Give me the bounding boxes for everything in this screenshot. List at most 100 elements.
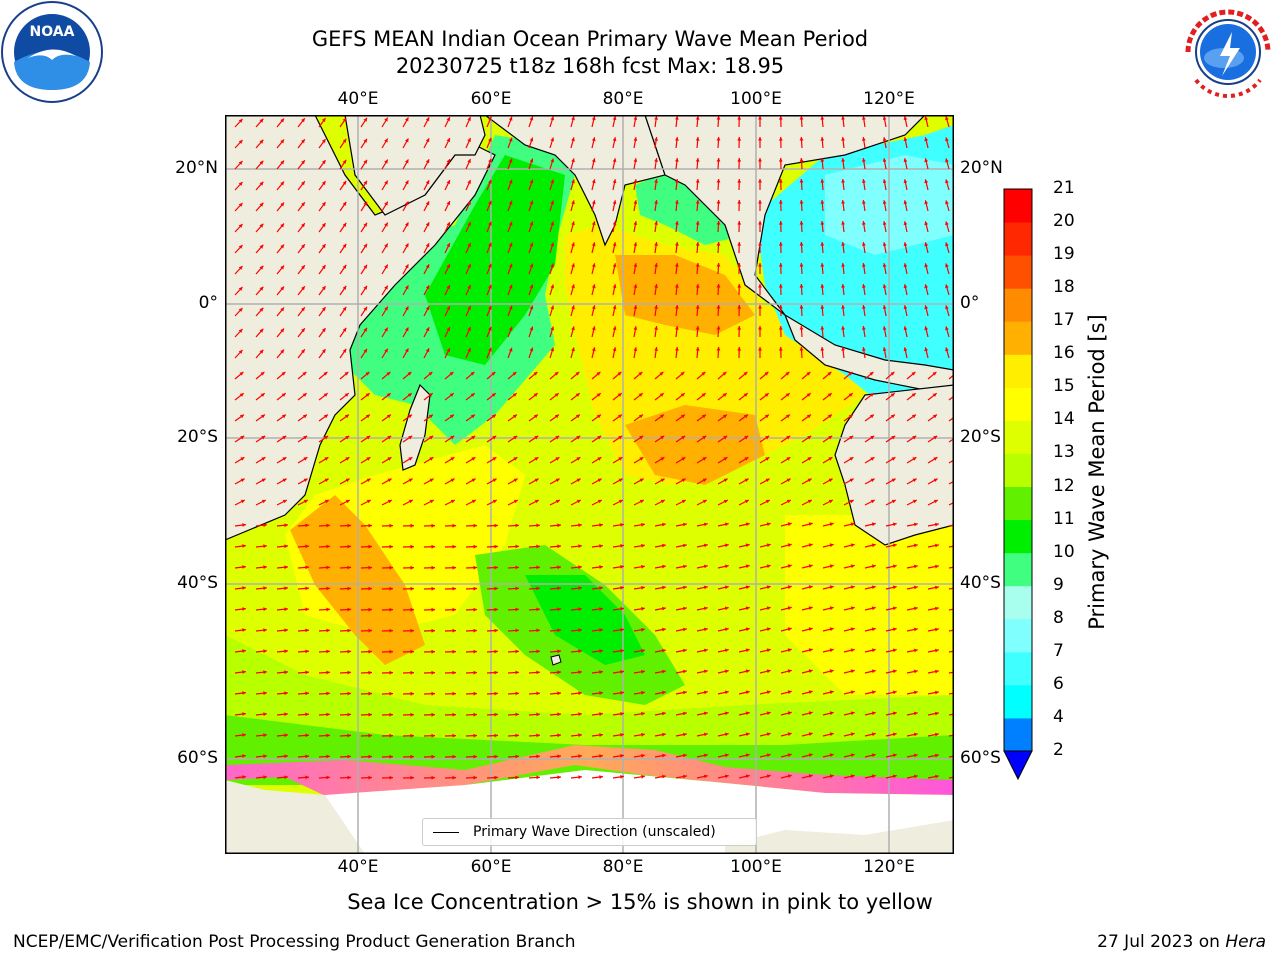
- wave-arrow-head: [428, 414, 433, 419]
- wave-arrow-head: [828, 478, 833, 482]
- wave-arrow-head: [591, 158, 596, 163]
- wave-arrow-head: [508, 263, 513, 268]
- wave-arrow-head: [633, 284, 638, 288]
- wave-arrow-head: [534, 457, 539, 461]
- wave-arrow-head: [913, 711, 918, 716]
- wave-arrow-head: [703, 543, 708, 548]
- wave-arrow-head: [799, 200, 804, 204]
- wave-arrow-head: [242, 691, 246, 695]
- wave-arrow-head: [508, 284, 513, 289]
- wave-arrow-head: [280, 286, 284, 291]
- wave-arrow-head: [557, 691, 561, 696]
- wave-arrow-head: [242, 544, 246, 548]
- wave-arrow-head: [555, 457, 560, 461]
- wave-arrow-head: [695, 116, 700, 120]
- wave-arrow-head: [326, 523, 330, 528]
- wave-arrow-head: [850, 627, 855, 632]
- wave-arrow-head: [492, 478, 497, 482]
- wave-arrow-head: [471, 499, 476, 504]
- wave-arrow-head: [431, 733, 435, 738]
- wave-arrow-head: [871, 648, 876, 653]
- wave-arrow-head: [259, 307, 264, 312]
- wave-arrow-head: [446, 243, 450, 248]
- wave-arrow-head: [912, 457, 917, 461]
- wave-arrow-head: [724, 564, 729, 569]
- wave-arrow-head: [452, 628, 456, 633]
- wave-arrow-head: [716, 116, 721, 120]
- wave-arrow-head: [446, 138, 450, 143]
- wave-arrow-head: [662, 606, 666, 611]
- wave-arrow-head: [766, 732, 771, 737]
- wave-arrow-head: [550, 347, 555, 352]
- wave-arrow-head: [239, 414, 244, 419]
- wave-arrow-head: [280, 223, 284, 228]
- wave-arrow-head: [303, 457, 308, 461]
- wave-arrow-head: [405, 138, 409, 143]
- wave-arrow-head: [620, 775, 624, 779]
- wave-arrow-head: [871, 585, 876, 590]
- wave-arrow-head: [365, 414, 370, 419]
- wave-arrow-head: [578, 607, 582, 612]
- wave-arrow-head: [641, 774, 645, 779]
- wave-arrow-head: [841, 326, 845, 330]
- wave-arrow-head: [758, 221, 762, 225]
- wave-arrow-head: [450, 457, 455, 461]
- wave-arrow-head: [903, 158, 908, 163]
- wave-arrow-head: [263, 544, 267, 549]
- wave-arrow-head: [662, 627, 666, 632]
- wave-arrow-head: [662, 585, 666, 590]
- colorbar-bin: [1004, 321, 1032, 355]
- wave-arrow-head: [892, 585, 897, 590]
- wave-arrow-head: [935, 627, 939, 632]
- wave-arrow-head: [301, 223, 305, 228]
- wave-arrow-head: [787, 627, 792, 632]
- wave-arrow-head: [743, 371, 748, 376]
- colorbar-tick-label: 21: [1053, 178, 1075, 198]
- land-se-asia: [644, 115, 926, 316]
- ocean-green-bengal: [635, 165, 745, 245]
- wave-arrow-head: [508, 137, 513, 142]
- wave-arrow-head: [766, 543, 771, 548]
- wave-arrow-head: [536, 628, 540, 633]
- wave-arrow-head: [282, 435, 287, 440]
- wave-arrow-head: [263, 775, 267, 780]
- wave-arrow-head: [449, 371, 454, 376]
- colorbar-tick-label: 20: [1053, 211, 1075, 232]
- wave-arrow-head: [238, 308, 243, 312]
- wave-arrow-head: [871, 606, 876, 611]
- wave-arrow-head: [389, 544, 393, 549]
- wave-arrow-head: [808, 690, 813, 694]
- wave-arrow-head: [513, 435, 518, 440]
- wave-arrow-head: [882, 284, 887, 288]
- wave-arrow-head: [515, 670, 519, 675]
- colorbar-bin: [1004, 552, 1032, 587]
- wave-arrow-head: [716, 221, 721, 225]
- wave-arrow-head: [408, 499, 413, 504]
- wave-arrow-head: [660, 499, 665, 504]
- wave-arrow-head: [841, 179, 845, 183]
- wave-arrow-head: [695, 305, 700, 309]
- wave-arrow-head: [945, 347, 949, 352]
- wave-arrow-head: [799, 326, 804, 330]
- wave-arrow-head: [850, 585, 855, 590]
- wave-arrow-head: [529, 200, 534, 205]
- wave-arrow-head: [808, 711, 813, 715]
- wave-arrow-head: [473, 565, 477, 570]
- wave-arrow-head: [787, 543, 792, 548]
- wave-arrow-head: [494, 544, 498, 549]
- wave-arrow-head: [323, 371, 328, 376]
- wave-arrow-head: [745, 627, 750, 632]
- wave-arrow-head: [758, 242, 762, 246]
- wave-arrow-shaft: [948, 671, 954, 674]
- wave-arrow-head: [494, 754, 498, 759]
- wave-arrow-head: [410, 565, 414, 570]
- wave-arrow-head: [494, 607, 498, 612]
- wave-arrow-head: [284, 544, 288, 549]
- wave-arrow-head: [778, 221, 783, 225]
- wave-arrow-head: [429, 499, 434, 504]
- wave-arrow-head: [787, 774, 792, 779]
- wave-arrow-head: [301, 181, 305, 186]
- wave-arrow-head: [321, 349, 326, 354]
- wave-arrow-head: [366, 499, 371, 504]
- wave-arrow-head: [820, 305, 825, 309]
